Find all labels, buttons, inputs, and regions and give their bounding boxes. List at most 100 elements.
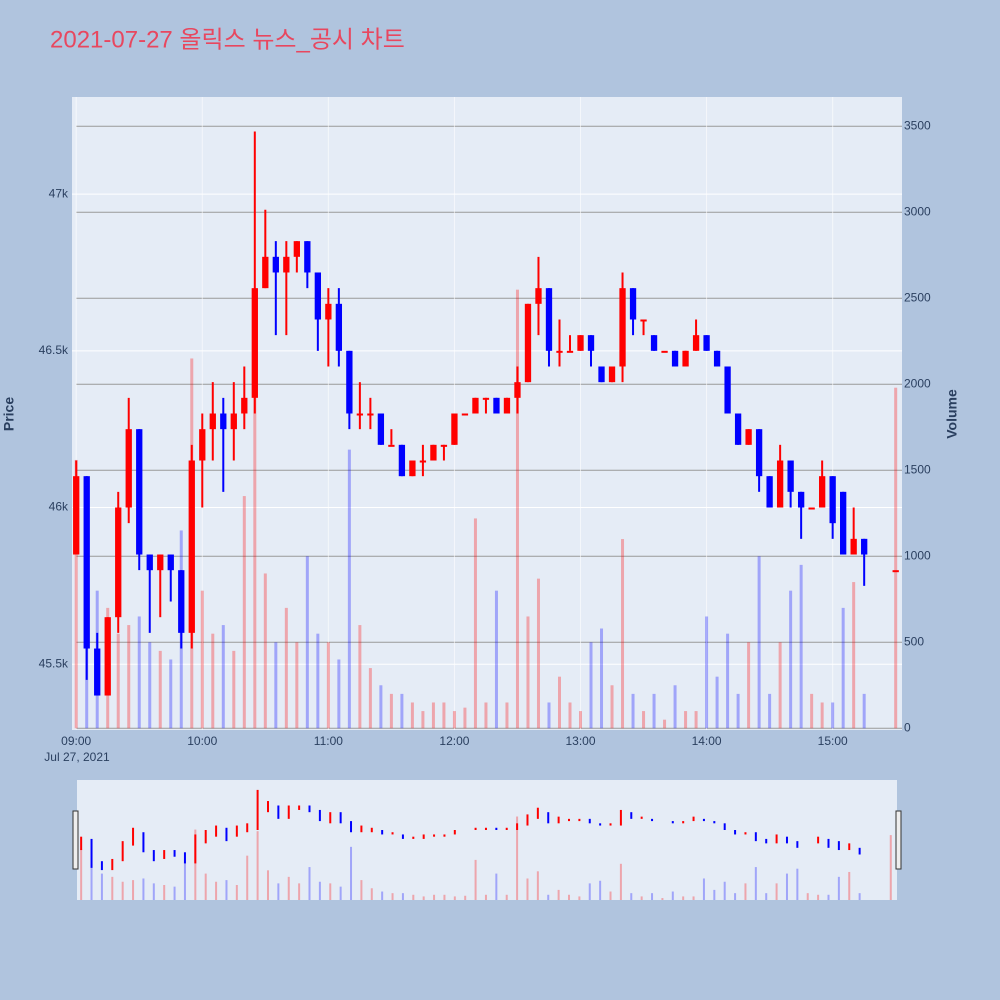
slider-volume-bar	[484, 894, 487, 900]
slider-volume-bar	[817, 894, 820, 900]
slider-volume-bar	[775, 883, 778, 900]
slider-volume-bar	[422, 896, 425, 900]
volume-bar	[757, 556, 761, 729]
x-tick-label: 13:00	[565, 734, 595, 748]
plot-area	[72, 97, 902, 730]
volume-bar	[242, 496, 246, 729]
slider-volume-bar	[640, 896, 643, 900]
slider-volume-bar	[734, 893, 737, 900]
volume-bar	[74, 459, 78, 729]
candle-body	[493, 397, 500, 414]
candle-body	[356, 413, 364, 416]
slider-volume-bar	[609, 891, 612, 900]
slider-handle[interactable]	[895, 810, 902, 870]
volume-bar	[305, 556, 309, 729]
candle-body	[472, 397, 479, 414]
volume-bar	[148, 642, 152, 729]
candle-body	[461, 413, 469, 416]
slider-volume-bar	[702, 878, 705, 900]
volume-bar	[442, 702, 446, 729]
volume-bar	[368, 668, 372, 729]
volume-bar	[274, 642, 278, 729]
candle-body	[587, 335, 595, 351]
volume-bar	[295, 642, 299, 729]
volume-bar	[284, 607, 288, 729]
candle-body	[724, 366, 731, 414]
volume-bar	[400, 693, 404, 729]
candle-body	[346, 350, 353, 414]
volume-bar	[547, 702, 551, 729]
candle-body	[283, 256, 290, 273]
candle-body	[629, 288, 637, 320]
candle-body	[125, 429, 132, 508]
y-axis-title: Price	[1, 397, 17, 431]
slider-volume-bar	[453, 896, 456, 900]
slider-volume-bar	[661, 898, 664, 900]
slider-handle[interactable]	[72, 810, 79, 870]
candle-body	[577, 335, 584, 351]
candle-body	[535, 288, 542, 304]
volume-bar	[820, 702, 824, 729]
candle-body	[640, 319, 647, 322]
slider-volume-bar	[152, 883, 155, 900]
candle-body	[398, 444, 406, 477]
candle-body	[241, 397, 248, 414]
slider-volume-bar	[194, 829, 197, 900]
y2-axis-title: Volume	[944, 389, 960, 439]
slider-volume-bar	[713, 889, 716, 900]
candle-body	[861, 538, 868, 555]
slider-volume-bar	[744, 883, 747, 900]
y2-tick-label: 3500	[904, 118, 931, 132]
volume-bar	[589, 642, 593, 729]
slider-volume-bar	[889, 835, 892, 900]
slider-volume-bar	[80, 848, 83, 900]
volume-bar	[232, 650, 236, 729]
volume-bar	[715, 676, 719, 729]
candle-body	[157, 554, 164, 571]
y2-tick-label: 500	[904, 634, 924, 648]
volume-bar	[621, 539, 625, 729]
volume-bar	[684, 711, 688, 729]
volume-bar	[200, 590, 204, 729]
slider-volume-bar	[298, 883, 301, 900]
x-date-label: Jul 27, 2021	[44, 750, 110, 764]
slider-volume-bar	[339, 886, 342, 900]
volume-bar	[747, 642, 751, 729]
volume-bar	[768, 693, 772, 729]
candle-body	[451, 413, 458, 445]
range-slider[interactable]	[77, 780, 897, 900]
candle-body	[73, 476, 80, 555]
x-tick-label: 12:00	[439, 734, 469, 748]
y2-tick-label: 2500	[904, 290, 931, 304]
slider-volume-bar	[837, 876, 840, 900]
volume-bar	[610, 685, 614, 729]
candle-body	[808, 507, 815, 510]
candle-body	[598, 366, 605, 383]
slider-volume-bar	[827, 894, 830, 900]
volume-bar	[473, 518, 477, 729]
volume-bar	[316, 633, 320, 729]
slider-volume-bar	[215, 881, 218, 900]
slider-volume-bar	[536, 871, 539, 900]
candle-body	[83, 476, 90, 649]
x-tick-label: 14:00	[692, 734, 722, 748]
slider-volume-bar	[619, 863, 622, 900]
slider-volume-bar	[599, 880, 602, 900]
slider-volume-bar	[235, 885, 238, 900]
slider-volume-bar	[671, 891, 674, 900]
volume-bar	[337, 659, 341, 729]
candle-body	[115, 507, 122, 618]
volume-bar	[494, 590, 498, 729]
candle-body	[262, 256, 269, 289]
slider-volume-bar	[277, 883, 280, 900]
volume-bar	[789, 590, 793, 729]
candle-body	[104, 617, 111, 696]
volume-bar	[862, 693, 866, 729]
y-tick-label: 45.5k	[39, 656, 69, 670]
candle-body	[650, 335, 658, 351]
slider-volume-bar	[785, 873, 788, 900]
candle-body	[766, 476, 773, 508]
volume-bar	[831, 702, 835, 729]
volume-bar	[379, 685, 383, 729]
